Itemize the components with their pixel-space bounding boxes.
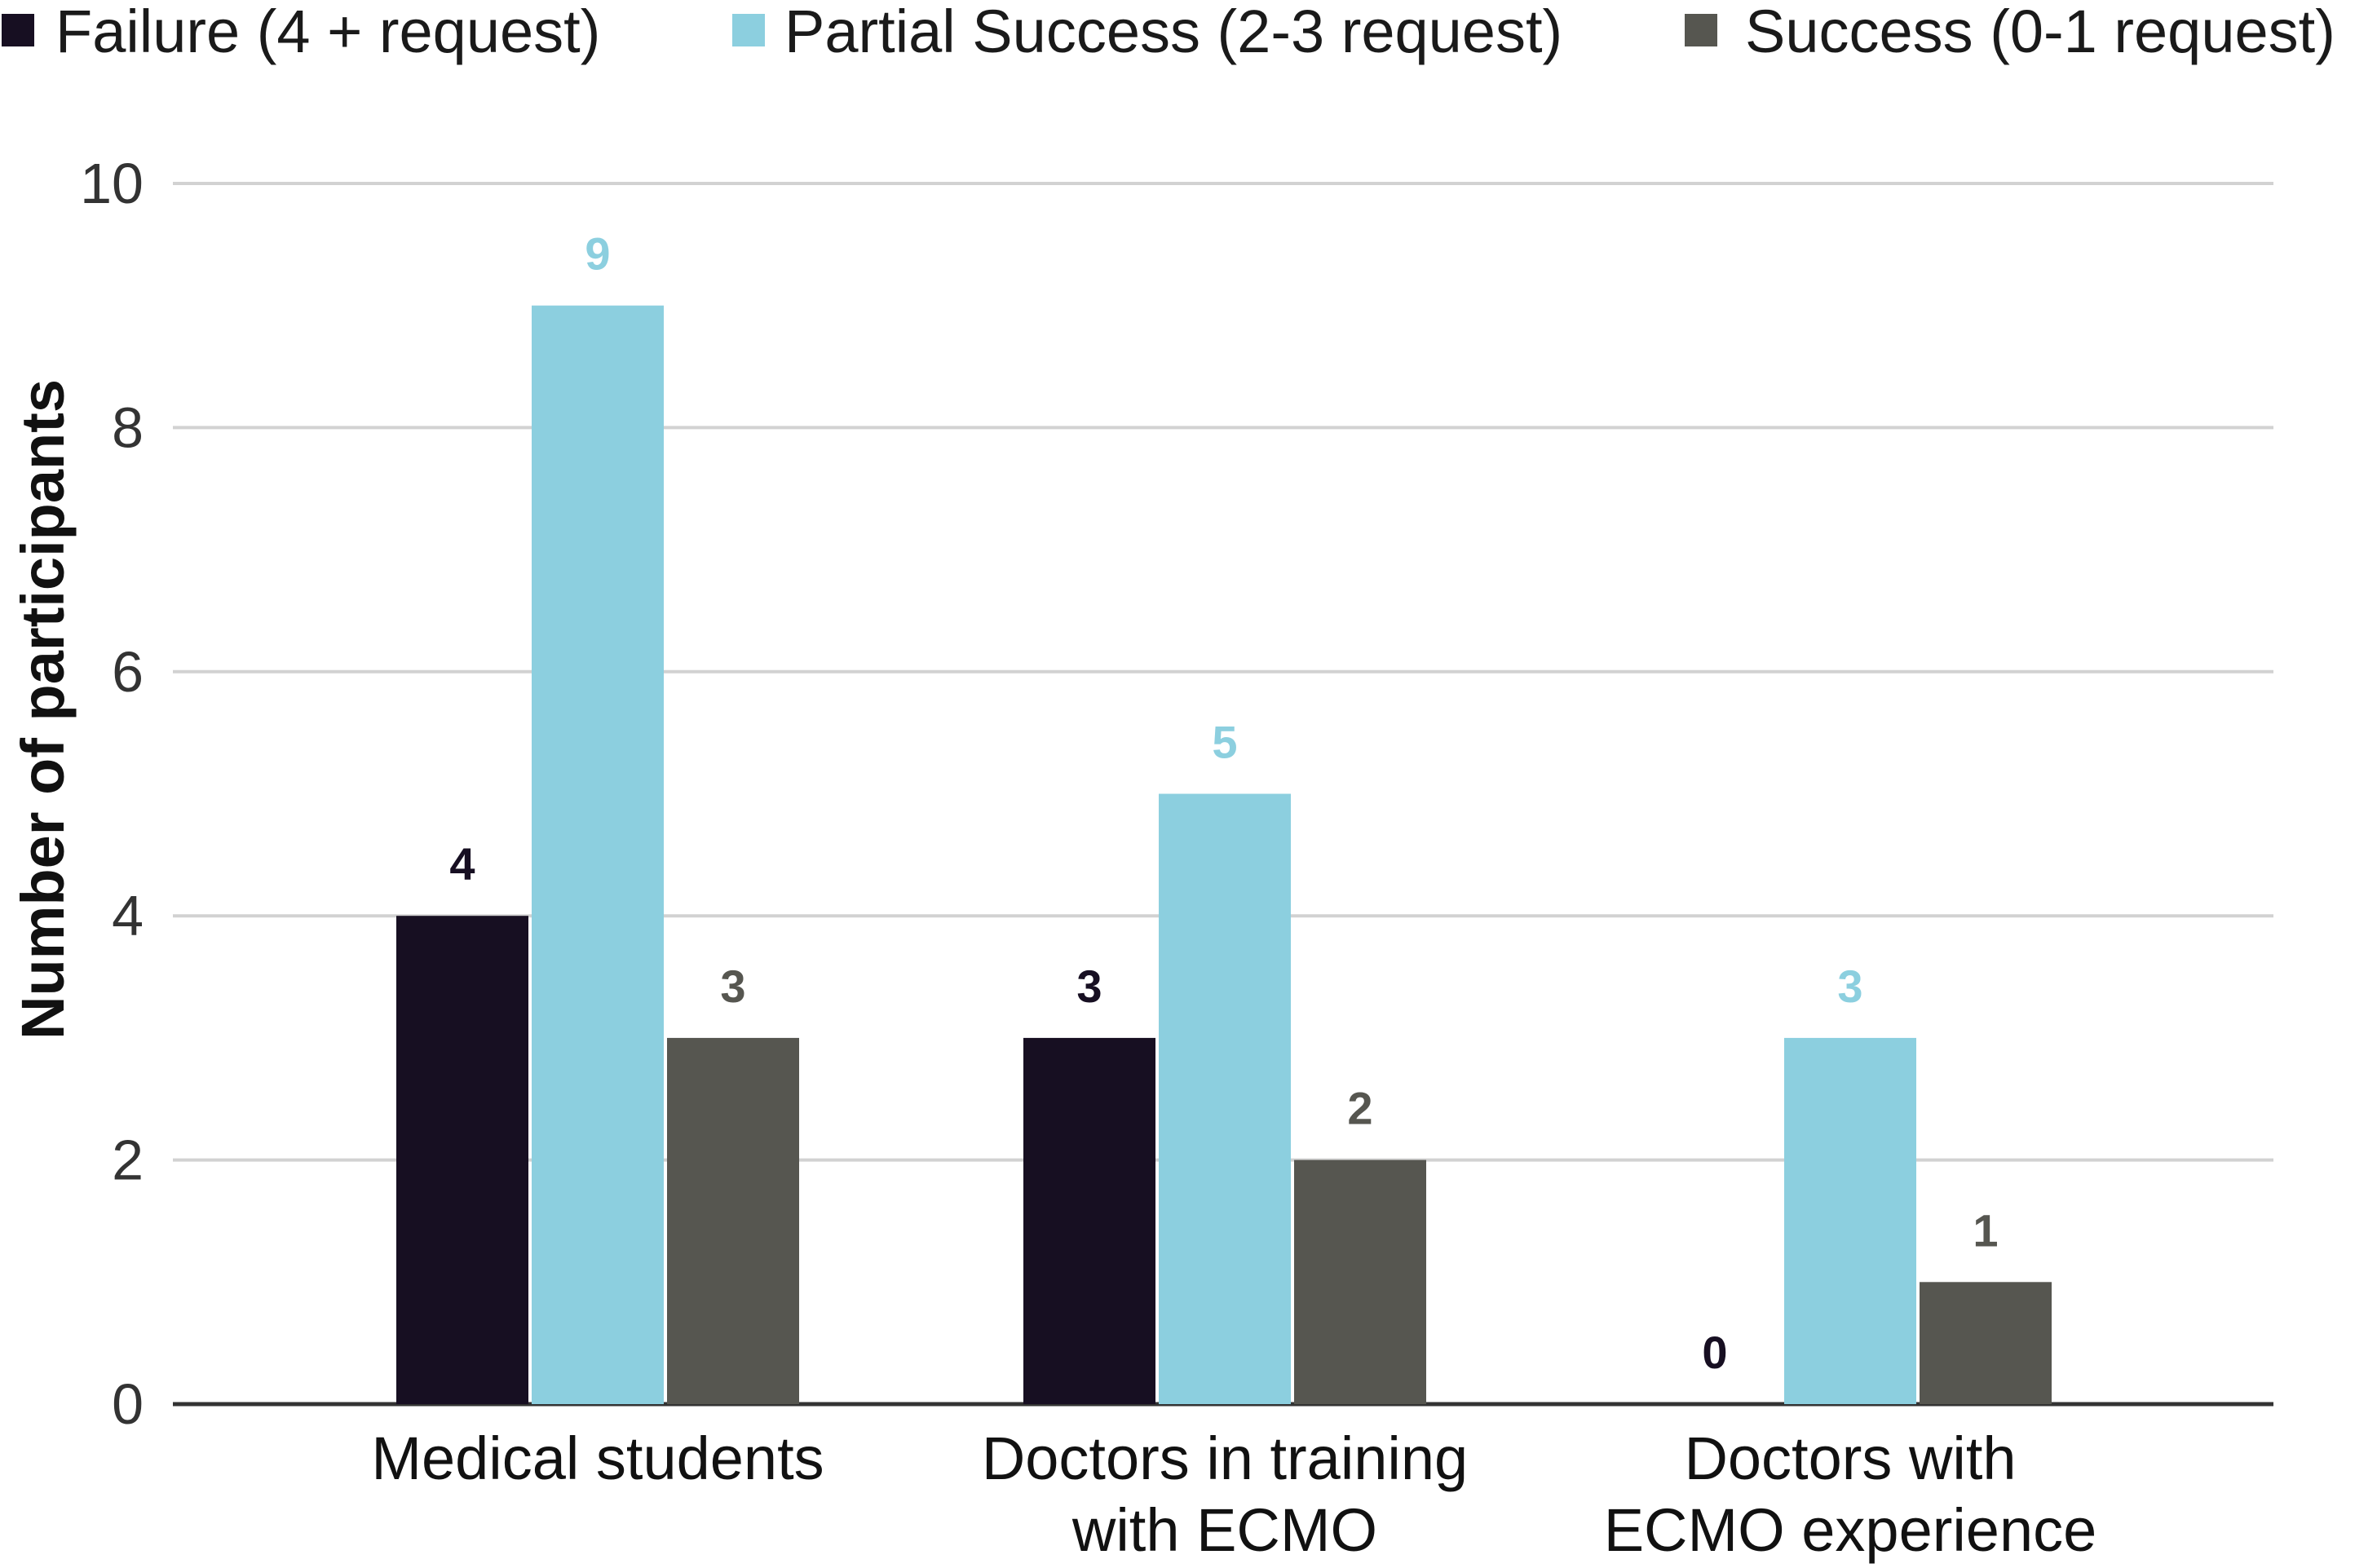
bar-1-category-2 bbox=[1023, 1037, 1155, 1404]
y-tick-label-6: 6 bbox=[112, 640, 144, 704]
bar-1-category-1 bbox=[396, 916, 528, 1404]
legend-label-2: Partial Success (2-3 request) bbox=[784, 0, 1562, 65]
y-tick-label-0: 0 bbox=[112, 1372, 144, 1436]
x-axis-categories: Medical students Doctors in trainingwith … bbox=[371, 1424, 2096, 1564]
legend-label-1: Failure (4 + request) bbox=[55, 0, 600, 65]
x-category-label-3-line-1: Doctors with bbox=[1684, 1424, 2016, 1492]
bar-3-category-2 bbox=[1294, 1159, 1426, 1404]
data-labels: 4 9 3 3 5 2 0 3 1 bbox=[449, 228, 1998, 1378]
y-tick-label-10: 10 bbox=[80, 152, 144, 215]
legend-label-3: Success (0-1 request) bbox=[1745, 0, 2335, 65]
y-tick-label-4: 4 bbox=[112, 884, 144, 947]
data-label-1-category-1: 4 bbox=[449, 838, 475, 890]
legend-swatch-2 bbox=[732, 14, 765, 46]
data-label-2-category-1: 9 bbox=[585, 228, 610, 280]
data-label-3-category-1: 3 bbox=[720, 961, 745, 1012]
legend-swatch-1 bbox=[2, 14, 34, 46]
legend: Failure (4 + request) Partial Success (2-… bbox=[2, 0, 2335, 65]
data-label-1-category-3: 0 bbox=[1702, 1327, 1727, 1378]
data-label-2-category-3: 3 bbox=[1837, 961, 1862, 1012]
bar-3-category-3 bbox=[1920, 1282, 2052, 1404]
bar-2-category-2 bbox=[1159, 793, 1291, 1404]
y-tick-label-2: 2 bbox=[112, 1129, 144, 1192]
x-category-label-1-line-1: Medical students bbox=[371, 1424, 824, 1492]
y-axis-ticks: 0 2 4 6 8 10 bbox=[80, 152, 144, 1436]
x-category-label-2-line-1: Doctors in training bbox=[982, 1424, 1468, 1492]
data-label-2-category-2: 5 bbox=[1212, 717, 1237, 768]
legend-swatch-3 bbox=[1685, 14, 1717, 46]
x-category-label-2-line-2: with ECMO bbox=[1071, 1496, 1377, 1564]
bar-2-category-3 bbox=[1784, 1037, 1916, 1404]
y-axis-title: Number of participants bbox=[9, 379, 77, 1040]
data-label-3-category-2: 2 bbox=[1347, 1083, 1372, 1134]
bar-2-category-1 bbox=[532, 305, 664, 1405]
data-label-3-category-3: 1 bbox=[1973, 1204, 1998, 1256]
bars bbox=[396, 305, 2052, 1405]
y-tick-label-8: 8 bbox=[112, 395, 144, 459]
data-label-1-category-2: 3 bbox=[1076, 961, 1102, 1012]
bar-3-category-1 bbox=[667, 1037, 799, 1404]
x-category-label-3-line-2: ECMO experience bbox=[1604, 1496, 2097, 1564]
